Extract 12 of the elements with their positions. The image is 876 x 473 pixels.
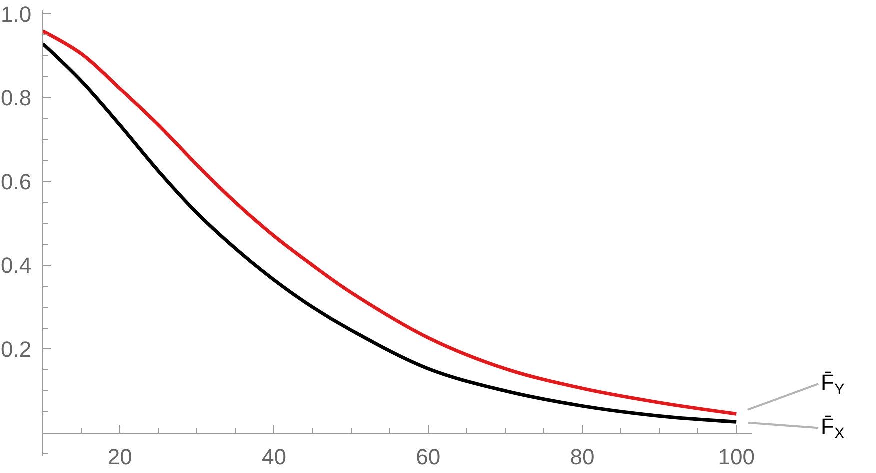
y-tick-label: 0.2 xyxy=(1,336,32,362)
x-tick-label: 40 xyxy=(262,444,286,470)
x-tick-label: 20 xyxy=(108,444,132,470)
y-tick-label: 0.8 xyxy=(1,86,32,111)
x-tick-label: 80 xyxy=(570,444,595,470)
y-tick-label: 0.4 xyxy=(1,253,32,278)
text: F̄$_{Y}$ xyxy=(821,370,845,399)
text: F̄$_{X}$ xyxy=(821,414,845,443)
x-tick-label: 60 xyxy=(416,444,441,470)
y-tick-label: 0.6 xyxy=(1,169,32,194)
x-tick-label: 100 xyxy=(718,444,755,470)
y-tick-label: 1.0 xyxy=(1,2,32,27)
